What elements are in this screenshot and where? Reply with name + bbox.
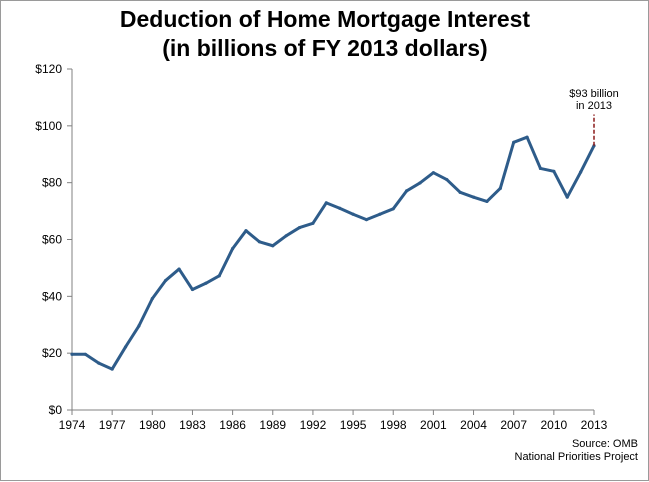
data-point <box>284 234 288 238</box>
data-point <box>257 240 261 244</box>
data-point <box>204 281 208 285</box>
x-tick-label: 1974 <box>59 418 86 432</box>
data-point <box>471 195 476 199</box>
data-point <box>405 189 409 193</box>
data-point <box>485 199 489 204</box>
x-tick-label: 1977 <box>99 418 126 432</box>
y-tick-label: $60 <box>42 233 62 247</box>
data-point <box>244 229 248 233</box>
chart-subtitle: (in billions of FY 2013 dollars) <box>162 35 487 61</box>
axes <box>71 69 594 411</box>
data-point <box>512 140 516 144</box>
data-point <box>338 206 342 210</box>
source-line1: Source: OMB <box>572 438 638 450</box>
x-tick-label: 1989 <box>259 418 286 432</box>
x-tick-label: 2010 <box>540 418 567 432</box>
y-tick-label: $20 <box>42 346 62 360</box>
data-point <box>150 297 154 301</box>
data-point <box>70 352 74 356</box>
data-point <box>110 367 114 371</box>
x-tick-label: 2013 <box>581 418 608 432</box>
annotation: $93 billion in 2013 <box>569 88 619 146</box>
data-point <box>123 345 128 349</box>
data-point <box>271 244 275 248</box>
data-points <box>70 135 596 371</box>
data-point <box>445 177 449 182</box>
y-tick-label: $80 <box>42 176 62 190</box>
data-point <box>525 135 529 139</box>
data-point <box>231 246 235 251</box>
source-line2: National Priorities Project <box>515 451 639 463</box>
data-point <box>297 225 302 230</box>
x-tick-label: 1995 <box>340 418 367 432</box>
annotation-line1: $93 billion <box>569 88 619 100</box>
data-point <box>97 361 101 365</box>
y-tick-label: $0 <box>49 403 63 417</box>
y-tick-label: $100 <box>35 119 62 133</box>
data-point <box>83 352 87 356</box>
data-point <box>324 201 328 205</box>
x-tick-label: 1986 <box>219 418 246 432</box>
x-tick-label: 2004 <box>460 418 487 432</box>
series-layer <box>70 135 596 371</box>
data-point <box>431 171 435 175</box>
x-tick-label: 1983 <box>179 418 206 432</box>
data-point <box>538 166 543 171</box>
data-point <box>164 278 168 283</box>
data-point <box>364 218 369 222</box>
data-point <box>217 274 221 278</box>
data-point <box>418 181 422 185</box>
data-point <box>177 267 181 271</box>
data-point <box>498 186 502 190</box>
data-point <box>579 170 583 174</box>
data-point <box>565 195 569 199</box>
data-point <box>137 324 141 328</box>
y-tick-label: $40 <box>42 289 62 303</box>
chart-title: Deduction of Home Mortgage Interest <box>120 6 531 32</box>
axis-ticks: $0 $20 $40 $60 $80 $100 $120 1974 1977 1980 1983 19… <box>35 62 607 432</box>
x-tick-label: 2007 <box>500 418 527 432</box>
data-point <box>351 212 355 216</box>
x-tick-label: 1992 <box>300 418 327 432</box>
x-tick-label: 1998 <box>380 418 407 432</box>
data-point <box>391 207 395 211</box>
data-point <box>190 287 195 292</box>
annotation-line2: in 2013 <box>576 100 612 112</box>
data-point <box>552 169 556 173</box>
data-point <box>458 190 462 194</box>
data-point <box>311 221 315 225</box>
y-tick-label: $120 <box>35 62 62 76</box>
series-line <box>70 135 596 371</box>
x-tick-label: 1980 <box>139 418 166 432</box>
data-point <box>378 212 382 216</box>
x-tick-label: 2001 <box>420 418 447 432</box>
